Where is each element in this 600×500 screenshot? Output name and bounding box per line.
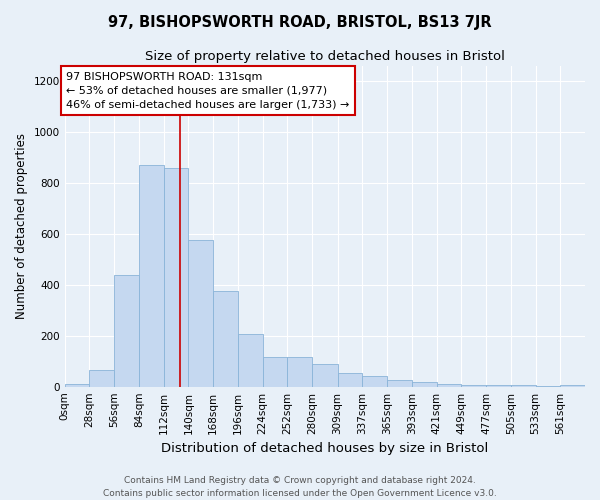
Y-axis label: Number of detached properties: Number of detached properties	[15, 133, 28, 319]
Bar	[461, 384, 486, 386]
Bar	[387, 380, 412, 386]
Text: 97, BISHOPSWORTH ROAD, BRISTOL, BS13 7JR: 97, BISHOPSWORTH ROAD, BRISTOL, BS13 7JR	[108, 15, 492, 30]
Bar	[139, 165, 164, 386]
Bar	[412, 382, 437, 386]
X-axis label: Distribution of detached houses by size in Bristol: Distribution of detached houses by size …	[161, 442, 488, 455]
Bar	[65, 384, 89, 386]
Bar	[238, 334, 263, 386]
Bar	[437, 384, 461, 386]
Text: Contains HM Land Registry data © Crown copyright and database right 2024.
Contai: Contains HM Land Registry data © Crown c…	[103, 476, 497, 498]
Bar	[263, 358, 287, 386]
Bar	[89, 370, 114, 386]
Title: Size of property relative to detached houses in Bristol: Size of property relative to detached ho…	[145, 50, 505, 63]
Bar	[312, 364, 338, 386]
Text: 97 BISHOPSWORTH ROAD: 131sqm
← 53% of detached houses are smaller (1,977)
46% of: 97 BISHOPSWORTH ROAD: 131sqm ← 53% of de…	[67, 72, 350, 110]
Bar	[362, 376, 387, 386]
Bar	[287, 358, 312, 386]
Bar	[164, 168, 188, 386]
Bar	[188, 240, 213, 386]
Bar	[114, 274, 139, 386]
Bar	[213, 291, 238, 386]
Bar	[338, 372, 362, 386]
